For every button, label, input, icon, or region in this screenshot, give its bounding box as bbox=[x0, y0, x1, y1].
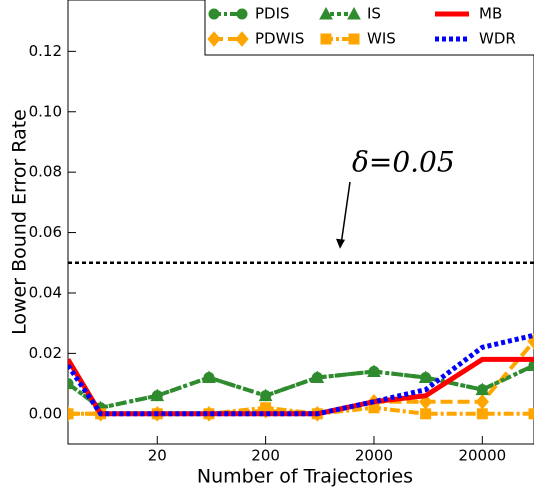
series-line bbox=[68, 340, 534, 416]
y-tick-label: 0.04 bbox=[29, 283, 62, 301]
plot-area bbox=[68, 261, 534, 422]
marker bbox=[420, 408, 432, 420]
arrow-head bbox=[336, 238, 345, 249]
marker bbox=[348, 33, 360, 45]
marker bbox=[347, 6, 361, 20]
y-tick-label: 0.02 bbox=[29, 344, 62, 362]
marker bbox=[476, 408, 488, 420]
legend-label: PDWIS bbox=[255, 30, 304, 48]
x-tick-label: 20000 bbox=[458, 447, 506, 465]
legend-label: WDR bbox=[479, 30, 516, 48]
marker bbox=[150, 388, 165, 402]
marker bbox=[310, 370, 325, 384]
marker bbox=[528, 408, 534, 420]
x-tick-label: 2000 bbox=[355, 447, 393, 465]
marker bbox=[258, 388, 273, 402]
marker bbox=[68, 376, 75, 390]
marker bbox=[260, 402, 272, 414]
y-tick-label: 0.06 bbox=[29, 223, 62, 241]
x-tick-label: 200 bbox=[251, 447, 280, 465]
legend-box bbox=[204, 0, 534, 56]
marker bbox=[235, 31, 249, 47]
marker bbox=[475, 382, 490, 396]
x-tick-label: 20 bbox=[148, 447, 167, 465]
marker bbox=[207, 31, 221, 47]
legend-label: PDIS bbox=[255, 5, 290, 23]
annotation-arrow bbox=[340, 181, 351, 245]
y-axis-label: Lower Bound Error Rate bbox=[9, 109, 31, 335]
series-line bbox=[68, 363, 534, 410]
marker bbox=[527, 358, 534, 371]
marker bbox=[367, 364, 381, 378]
marker bbox=[236, 8, 248, 20]
y-tick-label: 0.12 bbox=[29, 42, 62, 60]
marker bbox=[68, 408, 74, 420]
y-tick-label: 0.08 bbox=[29, 163, 62, 181]
legend-label: MB bbox=[479, 5, 502, 23]
y-tick-label: 0.00 bbox=[29, 404, 62, 422]
plot-frame bbox=[67, 0, 534, 445]
legend-label: WIS bbox=[367, 30, 396, 48]
series-line bbox=[68, 332, 534, 417]
marker bbox=[320, 33, 332, 45]
marker bbox=[475, 393, 489, 410]
annotation: δ=0.05 bbox=[352, 146, 455, 179]
marker bbox=[202, 370, 216, 384]
marker bbox=[319, 6, 333, 20]
series-line bbox=[68, 363, 534, 410]
legend-label: IS bbox=[367, 5, 381, 23]
marker bbox=[208, 8, 220, 20]
marker bbox=[418, 370, 433, 384]
y-tick-label: 0.10 bbox=[29, 102, 62, 120]
x-axis-label: Number of Trajectories bbox=[197, 466, 413, 488]
